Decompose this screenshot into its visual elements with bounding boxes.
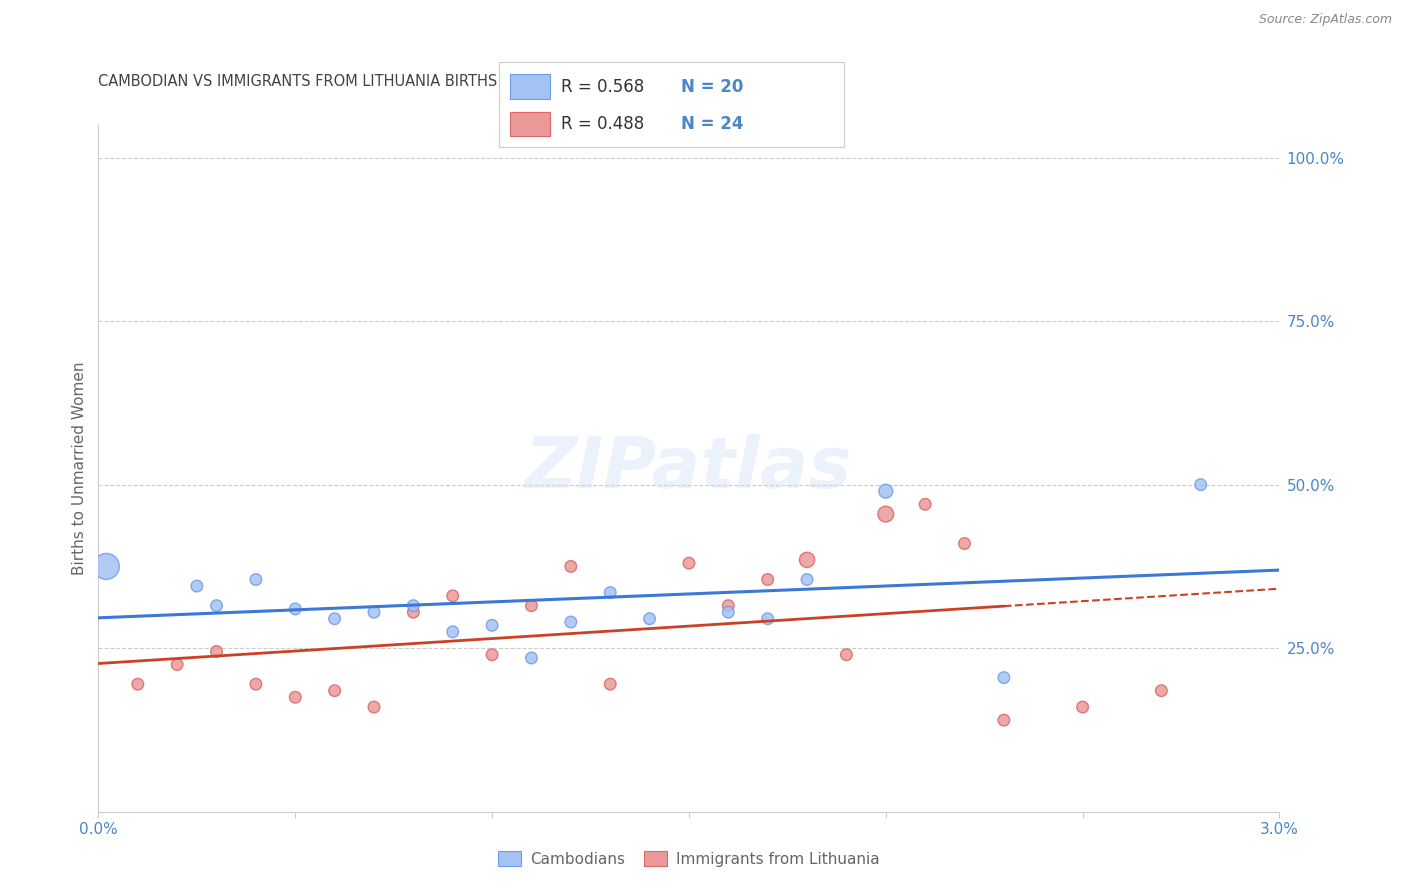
Point bbox=[717, 605, 740, 619]
Point bbox=[835, 648, 858, 662]
Point bbox=[520, 599, 543, 613]
Point bbox=[914, 497, 936, 511]
Y-axis label: Births to Unmarried Women: Births to Unmarried Women bbox=[72, 361, 87, 575]
Point bbox=[205, 644, 228, 658]
Point bbox=[599, 585, 621, 599]
Point bbox=[875, 484, 897, 499]
Point bbox=[363, 700, 385, 714]
Point bbox=[186, 579, 208, 593]
Point bbox=[638, 612, 661, 626]
Point bbox=[678, 556, 700, 570]
Point bbox=[284, 690, 307, 705]
Legend: Cambodians, Immigrants from Lithuania: Cambodians, Immigrants from Lithuania bbox=[492, 845, 886, 872]
Point bbox=[402, 599, 425, 613]
Text: ZIPatlas: ZIPatlas bbox=[526, 434, 852, 503]
Point bbox=[796, 553, 818, 567]
Point bbox=[166, 657, 188, 672]
Point bbox=[756, 612, 779, 626]
Text: R = 0.488: R = 0.488 bbox=[561, 115, 644, 133]
Point bbox=[875, 507, 897, 521]
Point bbox=[441, 589, 464, 603]
Point bbox=[756, 573, 779, 587]
Point bbox=[127, 677, 149, 691]
Text: N = 20: N = 20 bbox=[681, 78, 742, 95]
Text: R = 0.568: R = 0.568 bbox=[561, 78, 644, 95]
Point bbox=[520, 651, 543, 665]
Point bbox=[796, 573, 818, 587]
Point bbox=[245, 573, 267, 587]
Text: N = 24: N = 24 bbox=[681, 115, 742, 133]
Point bbox=[560, 559, 582, 574]
Point bbox=[599, 677, 621, 691]
Point bbox=[1189, 477, 1212, 491]
Point bbox=[1071, 700, 1094, 714]
Point bbox=[363, 605, 385, 619]
Point bbox=[284, 602, 307, 616]
Text: CAMBODIAN VS IMMIGRANTS FROM LITHUANIA BIRTHS TO UNMARRIED WOMEN CORRELATION CHA: CAMBODIAN VS IMMIGRANTS FROM LITHUANIA B… bbox=[98, 74, 842, 89]
Point bbox=[993, 671, 1015, 685]
Point bbox=[481, 618, 503, 632]
Point bbox=[323, 683, 346, 698]
Point bbox=[993, 713, 1015, 727]
Point bbox=[441, 624, 464, 639]
Point bbox=[402, 605, 425, 619]
Point bbox=[481, 648, 503, 662]
Point bbox=[96, 559, 118, 574]
Text: Source: ZipAtlas.com: Source: ZipAtlas.com bbox=[1258, 13, 1392, 27]
Point bbox=[1150, 683, 1173, 698]
Point bbox=[953, 536, 976, 550]
Point bbox=[205, 599, 228, 613]
Point bbox=[323, 612, 346, 626]
Point bbox=[717, 599, 740, 613]
Point bbox=[245, 677, 267, 691]
Point bbox=[560, 615, 582, 629]
